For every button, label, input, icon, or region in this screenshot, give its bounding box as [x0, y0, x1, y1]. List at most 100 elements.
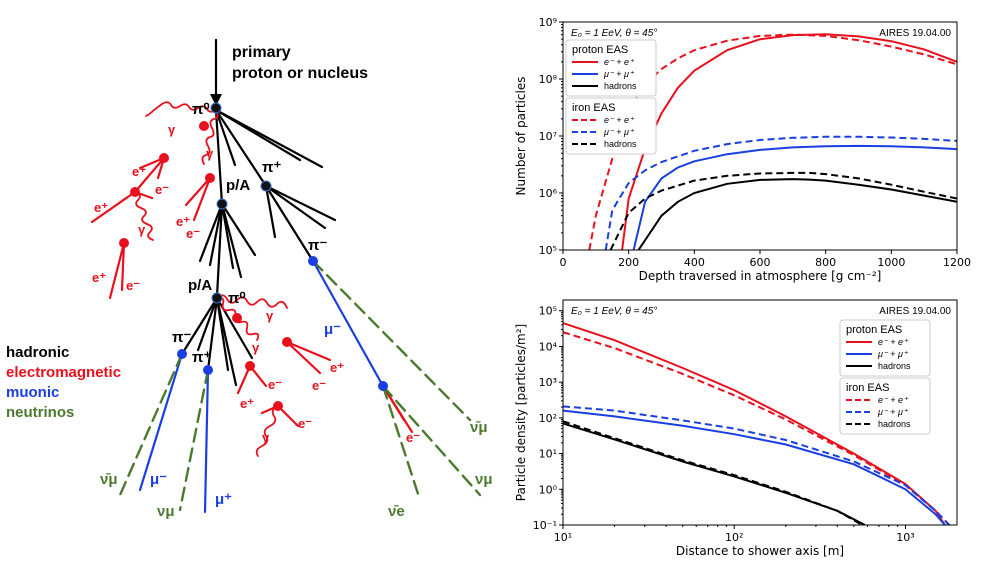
- label-mu-plus-left: μ⁺: [215, 491, 232, 508]
- x-tick-label: 10¹: [554, 531, 572, 544]
- x-tick-label: 400: [684, 256, 705, 269]
- series-line-proton-hadrons: [637, 178, 957, 250]
- label-nu-mu-bar-left: ν̄μ: [100, 471, 118, 488]
- legend-title: iron EAS: [846, 382, 889, 394]
- legend-electromagnetic: electromagnetic: [6, 364, 121, 381]
- label-nu-mu-bar-right: ν̄μ: [470, 419, 488, 436]
- legend-entry: e⁻ + e⁺: [878, 395, 909, 405]
- label-mu-minus-left: μ⁻: [150, 471, 167, 488]
- primary-label-2: proton or nucleus: [232, 65, 368, 82]
- y-tick-label: 10⁶: [539, 187, 558, 200]
- y-tick-label: 10⁵: [539, 305, 557, 318]
- label-pi-plus-left: π⁺: [192, 349, 211, 366]
- label-gamma-2: γ: [206, 146, 214, 161]
- x-tick-label: 1000: [877, 256, 905, 269]
- y-tick-label: 10⁷: [539, 130, 557, 143]
- label-eminus-1: e⁻: [155, 182, 169, 197]
- lateral-distribution-chart: 10¹ 10² 10³ 10⁻¹ 10⁰ 10¹ 10² 10³ 10⁴ 10⁵ Distance …: [514, 299, 958, 558]
- series-line-iron-mu: [563, 405, 950, 525]
- label-eminus-4: e⁻: [268, 377, 282, 392]
- label-nu-mu-right: νμ: [475, 471, 493, 488]
- x-tick-label: 600: [750, 256, 771, 269]
- plot-frame: [562, 299, 958, 526]
- x-tick-label: 10³: [896, 531, 914, 544]
- label-eminus-2: e⁻: [126, 278, 140, 293]
- air-shower-diagram: primary proton or nucleus π⁰ π⁺ p/A p/A …: [6, 38, 493, 520]
- axes: 10¹ 10² 10³ 10⁻¹ 10⁰ 10¹ 10² 10³ 10⁴ 10⁵ Distance …: [514, 305, 915, 558]
- chart-title-right: AIRES 19.04.00: [879, 28, 951, 39]
- legend-title: iron EAS: [572, 102, 615, 114]
- label-eminus-6: e⁻: [312, 378, 326, 393]
- label-gamma-5: γ: [252, 340, 260, 355]
- legend-entry: e⁻ + e⁺: [604, 57, 635, 67]
- x-tick-label: 200: [618, 256, 639, 269]
- label-eminus-3: e⁻: [186, 226, 200, 241]
- legend-entry: hadrons: [878, 419, 911, 429]
- label-gamma-6: γ: [262, 430, 270, 445]
- x-tick-label: 1200: [943, 256, 971, 269]
- y-tick-label: 10⁸: [539, 73, 558, 86]
- y-tick-label: 10¹: [539, 448, 557, 461]
- y-axis-label: Number of particles: [514, 77, 528, 196]
- y-tick-label: 10²: [539, 412, 557, 425]
- legend-entry: e⁻ + e⁺: [878, 337, 909, 347]
- legend-entry: μ⁻ + μ⁺: [877, 349, 909, 359]
- legend-frame: [839, 319, 931, 377]
- label-eminus-5: e⁻: [298, 416, 312, 431]
- x-tick-label: 0: [560, 256, 567, 269]
- y-tick-label: 10⁹: [539, 16, 557, 29]
- chart-title-left: E₀ = 1 EeV, θ = 45°: [571, 28, 657, 39]
- label-eplus-6: e⁺: [330, 360, 344, 375]
- label-eplus-1: e⁺: [132, 164, 146, 179]
- photon-wiggles: [134, 101, 288, 457]
- label-pi0-top: π⁰: [192, 101, 210, 118]
- legend-entry: μ⁻ + μ⁺: [877, 407, 909, 417]
- label-gamma-4: γ: [266, 308, 274, 323]
- label-gamma-3: γ: [138, 222, 146, 237]
- legend-muonic: muonic: [6, 384, 59, 401]
- series-line-iron-hadrons: [563, 420, 863, 525]
- series-line-iron-mu: [604, 135, 957, 250]
- y-tick-label: 10⁴: [539, 340, 558, 353]
- label-eplus-2: e⁺: [94, 200, 108, 215]
- chart-title-right: AIRES 19.04.00: [879, 306, 951, 317]
- legend-entry: hadrons: [604, 139, 637, 149]
- legend-neutrinos: neutrinos: [6, 404, 74, 421]
- legend-title: proton EAS: [572, 44, 628, 56]
- series-line-proton-e: [621, 33, 957, 250]
- neutrino-tracks: [118, 259, 482, 512]
- label-pi-minus-right: π⁻: [308, 237, 327, 254]
- legend-title: proton EAS: [846, 324, 902, 336]
- label-nu-e-bar-right: ν̄e: [388, 503, 405, 520]
- legend-entry: e⁻ + e⁺: [604, 115, 635, 125]
- label-pA-1: p/A: [226, 177, 250, 194]
- y-axis-label: Particle density [particles/m²]: [514, 324, 528, 501]
- series-line-iron-e: [588, 33, 957, 250]
- label-pA-2: p/A: [188, 277, 212, 294]
- series-group: [563, 322, 950, 525]
- label-pi0-mid: π⁰: [228, 290, 246, 307]
- legend-frame: [565, 39, 657, 97]
- chart-title-left: E₀ = 1 EeV, θ = 45°: [571, 306, 657, 317]
- label-pi-minus-left: π⁻: [172, 329, 191, 346]
- label-eplus-3: e⁺: [92, 270, 106, 285]
- electromagnetic-tracks: [90, 156, 414, 434]
- series-line-proton-mu: [563, 409, 946, 525]
- primary-arrowhead: [210, 94, 222, 106]
- label-eminus-far-right: e⁻: [406, 430, 420, 445]
- hadronic-tracks: [180, 38, 337, 387]
- x-tick-label: 10²: [725, 531, 743, 544]
- legend-frame: [565, 97, 657, 155]
- series-line-proton-mu: [632, 144, 957, 250]
- legend-entry: hadrons: [878, 361, 911, 371]
- longitudinal-profile-chart: 0 200 400 600 800 1000 1200 10⁵ 10⁶ 10⁷ 10⁸ 10⁹ Dept…: [514, 16, 971, 283]
- x-axis-label: Distance to shower axis [m]: [676, 544, 844, 558]
- y-tick-label: 10³: [539, 376, 557, 389]
- legend-frame: [839, 377, 931, 435]
- y-tick-label: 10⁻¹: [533, 519, 557, 532]
- label-mu-minus-right: μ⁻: [324, 321, 341, 338]
